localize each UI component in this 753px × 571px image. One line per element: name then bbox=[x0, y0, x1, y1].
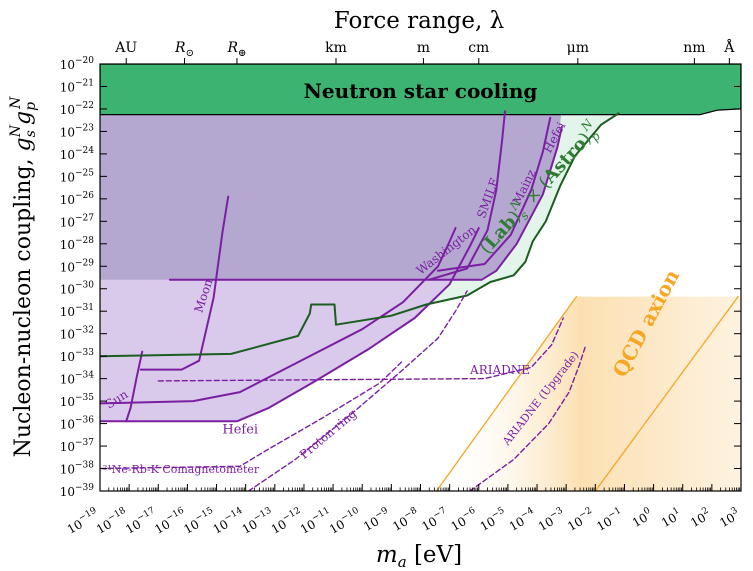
x-tick-label: 10−10 bbox=[326, 506, 364, 537]
x-tick-label: 10−14 bbox=[209, 506, 247, 537]
top-tick-label: cm bbox=[468, 40, 489, 56]
y-tick-label: 10−36 bbox=[60, 416, 95, 432]
annotation-7: ARIADNE bbox=[469, 363, 530, 377]
x-tick-label: 10−12 bbox=[268, 506, 306, 537]
annotation-6: Hefei bbox=[222, 423, 258, 438]
series-mainz bbox=[437, 116, 552, 272]
x-tick-label: 10−5 bbox=[477, 506, 510, 534]
y-tick-label: 10−23 bbox=[60, 123, 95, 139]
y-tick-label: 10−37 bbox=[60, 438, 95, 454]
series-smile bbox=[428, 110, 506, 281]
series-moon bbox=[139, 195, 230, 371]
y-tick-label: 10−33 bbox=[60, 348, 95, 364]
x-tick-label: 10−7 bbox=[418, 506, 451, 534]
y-tick-label: 10−31 bbox=[60, 303, 94, 319]
neutron-star-label: Neutron star cooling bbox=[304, 79, 538, 103]
x-tick-label: 10−18 bbox=[93, 506, 131, 537]
top-tick-label: nm bbox=[683, 40, 705, 56]
x-tick-label: 100 bbox=[629, 506, 655, 530]
y-tick-label: 10−30 bbox=[60, 281, 95, 297]
x-tick-label: 103 bbox=[716, 506, 742, 530]
top-tick-label: Å bbox=[723, 38, 735, 56]
annotation-10: ²¹Ne-Rb-K Comagnetometer bbox=[103, 463, 260, 476]
series-washington bbox=[100, 227, 457, 405]
y-axis-label: Nucleon-nucleon coupling, gsNgpN bbox=[8, 96, 39, 458]
x-tick-label: 10−9 bbox=[360, 506, 393, 534]
y-tick-label: 10−28 bbox=[60, 236, 95, 252]
x-tick-label: 101 bbox=[658, 506, 684, 530]
y-tick-label: 10−32 bbox=[60, 326, 94, 342]
y-tick-label: 10−38 bbox=[60, 461, 95, 477]
x-tick-label: 102 bbox=[687, 506, 713, 530]
series-lab-x-astro-boundary bbox=[100, 112, 620, 358]
y-tick-label: 10−21 bbox=[60, 78, 94, 94]
y-tick-label: 10−34 bbox=[60, 371, 95, 387]
lab-excluded-dark bbox=[100, 108, 562, 280]
x-tick-label: 10−13 bbox=[239, 506, 277, 537]
x-tick-label: 10−17 bbox=[122, 506, 160, 537]
series-proton-ring bbox=[247, 290, 468, 491]
x-tick-label: 10−4 bbox=[506, 506, 539, 534]
y-tick-label: 10−35 bbox=[60, 393, 95, 409]
y-tick-label: 10−20 bbox=[60, 56, 95, 72]
x-tick-label: 10−15 bbox=[180, 506, 218, 537]
qcd-axion-band bbox=[436, 296, 741, 491]
x-tick-label: 10−1 bbox=[593, 506, 626, 534]
y-tick-label: 10−25 bbox=[60, 168, 95, 184]
series-hefei-lower bbox=[100, 227, 480, 423]
x-axis-label: ma [eV] bbox=[376, 542, 462, 571]
series-qcd-axion-right-edge bbox=[594, 295, 739, 491]
x-tick-label: 10−3 bbox=[535, 506, 568, 534]
x-tick-label: 10−11 bbox=[297, 506, 335, 537]
x-tick-label: 10−16 bbox=[151, 506, 189, 537]
y-tick-label: 10−39 bbox=[60, 483, 95, 499]
top-tick-label: AU bbox=[114, 40, 137, 56]
top-tick-label: R⊙ bbox=[174, 40, 194, 59]
x-tick-label: 10−2 bbox=[564, 506, 597, 534]
top-axis-title: Force range, λ bbox=[334, 8, 504, 34]
series-hefei-upper bbox=[168, 125, 563, 281]
y-tick-label: 10−26 bbox=[60, 191, 95, 207]
top-tick-label: km bbox=[325, 40, 347, 56]
series-ariadne-upgrade bbox=[469, 346, 586, 491]
y-tick-label: 10−22 bbox=[60, 101, 94, 117]
y-tick-label: 10−24 bbox=[60, 146, 95, 162]
x-tick-label: 10−6 bbox=[448, 506, 481, 534]
y-tick-label: 10−29 bbox=[60, 258, 95, 274]
x-tick-label: 10−19 bbox=[64, 506, 102, 537]
neutron-star-band bbox=[100, 64, 741, 116]
top-tick-label: μm bbox=[567, 40, 589, 56]
x-tick-label: 10−8 bbox=[389, 506, 422, 534]
top-tick-label: R⊕ bbox=[226, 40, 246, 59]
series-ariadne bbox=[157, 317, 564, 382]
series-qcd-axion-left-edge bbox=[435, 295, 578, 491]
top-tick-label: m bbox=[417, 40, 430, 56]
series-sun bbox=[125, 350, 144, 423]
y-tick-label: 10−27 bbox=[60, 213, 95, 229]
